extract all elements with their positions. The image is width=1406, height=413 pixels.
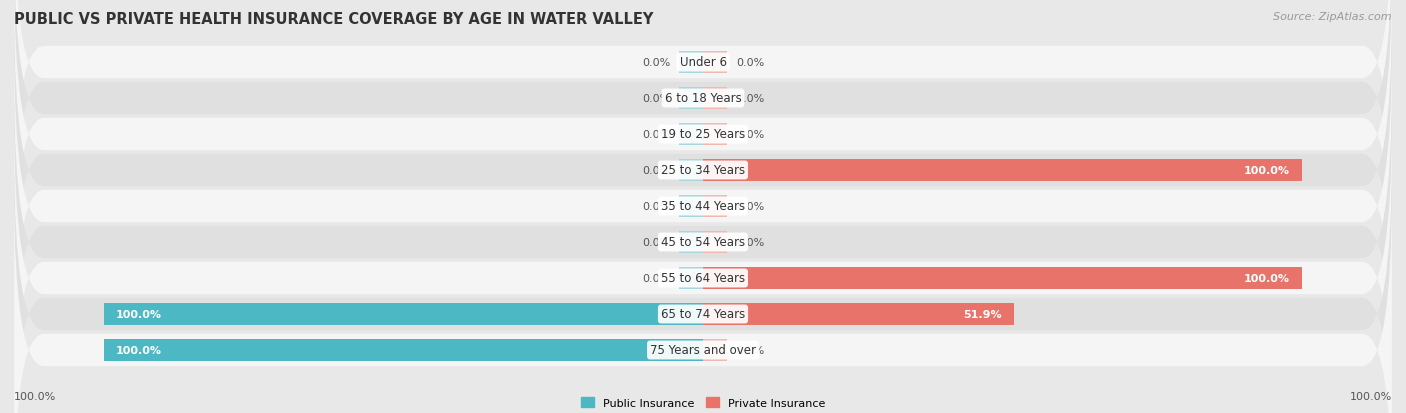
FancyBboxPatch shape xyxy=(14,0,1392,226)
Text: 19 to 25 Years: 19 to 25 Years xyxy=(661,128,745,141)
FancyBboxPatch shape xyxy=(14,43,1392,370)
Bar xyxy=(679,123,703,146)
Bar xyxy=(703,303,1014,325)
Text: 100.0%: 100.0% xyxy=(1244,273,1291,283)
Text: 45 to 54 Years: 45 to 54 Years xyxy=(661,236,745,249)
Bar xyxy=(703,159,1302,182)
Text: 0.0%: 0.0% xyxy=(641,58,671,68)
Bar xyxy=(703,88,727,110)
Text: 65 to 74 Years: 65 to 74 Years xyxy=(661,308,745,321)
Text: 75 Years and over: 75 Years and over xyxy=(650,344,756,357)
Text: 0.0%: 0.0% xyxy=(641,130,671,140)
FancyBboxPatch shape xyxy=(14,79,1392,406)
Text: 0.0%: 0.0% xyxy=(735,130,765,140)
Bar xyxy=(104,339,703,361)
Text: 100.0%: 100.0% xyxy=(1350,391,1392,401)
Bar xyxy=(703,231,727,254)
Text: 6 to 18 Years: 6 to 18 Years xyxy=(665,92,741,105)
Bar xyxy=(104,303,703,325)
Text: 0.0%: 0.0% xyxy=(735,58,765,68)
Text: 100.0%: 100.0% xyxy=(14,391,56,401)
Text: 25 to 34 Years: 25 to 34 Years xyxy=(661,164,745,177)
Bar xyxy=(679,52,703,74)
Text: 0.0%: 0.0% xyxy=(735,202,765,211)
Text: 0.0%: 0.0% xyxy=(641,94,671,104)
Text: PUBLIC VS PRIVATE HEALTH INSURANCE COVERAGE BY AGE IN WATER VALLEY: PUBLIC VS PRIVATE HEALTH INSURANCE COVER… xyxy=(14,12,654,27)
Text: 51.9%: 51.9% xyxy=(963,309,1002,319)
Legend: Public Insurance, Private Insurance: Public Insurance, Private Insurance xyxy=(576,393,830,413)
FancyBboxPatch shape xyxy=(14,0,1392,262)
Bar xyxy=(703,52,727,74)
Bar xyxy=(679,231,703,254)
FancyBboxPatch shape xyxy=(14,7,1392,334)
Bar xyxy=(679,88,703,110)
Bar xyxy=(703,123,727,146)
Text: 100.0%: 100.0% xyxy=(115,309,162,319)
Bar xyxy=(679,195,703,218)
Bar xyxy=(703,195,727,218)
Bar xyxy=(679,159,703,182)
Text: Source: ZipAtlas.com: Source: ZipAtlas.com xyxy=(1274,12,1392,22)
Text: 0.0%: 0.0% xyxy=(641,237,671,247)
Text: 0.0%: 0.0% xyxy=(735,237,765,247)
Text: 35 to 44 Years: 35 to 44 Years xyxy=(661,200,745,213)
FancyBboxPatch shape xyxy=(14,0,1392,298)
Bar xyxy=(703,267,1302,290)
Bar xyxy=(703,339,727,361)
Text: 0.0%: 0.0% xyxy=(641,202,671,211)
Text: Under 6: Under 6 xyxy=(679,56,727,69)
FancyBboxPatch shape xyxy=(14,115,1392,413)
FancyBboxPatch shape xyxy=(14,187,1392,413)
Bar xyxy=(679,267,703,290)
Text: 0.0%: 0.0% xyxy=(641,166,671,176)
Text: 100.0%: 100.0% xyxy=(115,345,162,355)
Text: 0.0%: 0.0% xyxy=(735,94,765,104)
Text: 100.0%: 100.0% xyxy=(1244,166,1291,176)
FancyBboxPatch shape xyxy=(14,151,1392,413)
Text: 55 to 64 Years: 55 to 64 Years xyxy=(661,272,745,285)
Text: 0.0%: 0.0% xyxy=(735,345,765,355)
Text: 0.0%: 0.0% xyxy=(641,273,671,283)
